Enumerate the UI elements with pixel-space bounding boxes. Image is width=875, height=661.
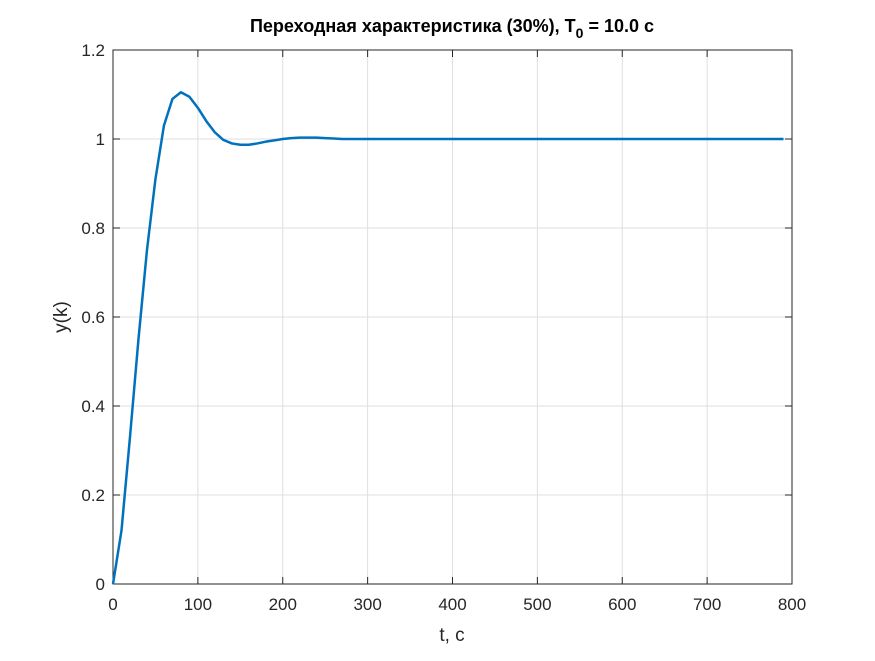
x-tick-label: 300 bbox=[353, 595, 381, 614]
plot-frame bbox=[112, 49, 793, 585]
y-tick-label: 0.8 bbox=[81, 219, 105, 238]
chart-title: Переходная характеристика (30%), T0 = 10… bbox=[250, 16, 654, 41]
y-tick-label: 0.4 bbox=[81, 397, 105, 416]
title-text: Переходная характеристика (30%), T bbox=[250, 16, 576, 36]
x-tick-label: 500 bbox=[523, 595, 551, 614]
y-axis-label: y(k) bbox=[51, 301, 72, 333]
x-tick-label: 100 bbox=[184, 595, 212, 614]
x-tick-label: 800 bbox=[778, 595, 806, 614]
data-line bbox=[111, 91, 784, 585]
x-tick-label: 700 bbox=[693, 595, 721, 614]
y-tick-label: 1.2 bbox=[81, 41, 105, 60]
y-tick-label: 0.6 bbox=[81, 308, 105, 327]
x-tick-label: 200 bbox=[269, 595, 297, 614]
y-tick-label: 1 bbox=[96, 130, 105, 149]
x-tick-label: 0 bbox=[108, 595, 117, 614]
title-text: = 10.0 с bbox=[583, 16, 654, 36]
x-axis-label: t, с bbox=[439, 625, 464, 646]
y-tick-label: 0 bbox=[96, 575, 105, 594]
x-tick-label: 400 bbox=[438, 595, 466, 614]
title-subscript: 0 bbox=[576, 25, 584, 41]
y-tick-label: 0.2 bbox=[81, 486, 105, 505]
x-tick-label: 600 bbox=[608, 595, 636, 614]
